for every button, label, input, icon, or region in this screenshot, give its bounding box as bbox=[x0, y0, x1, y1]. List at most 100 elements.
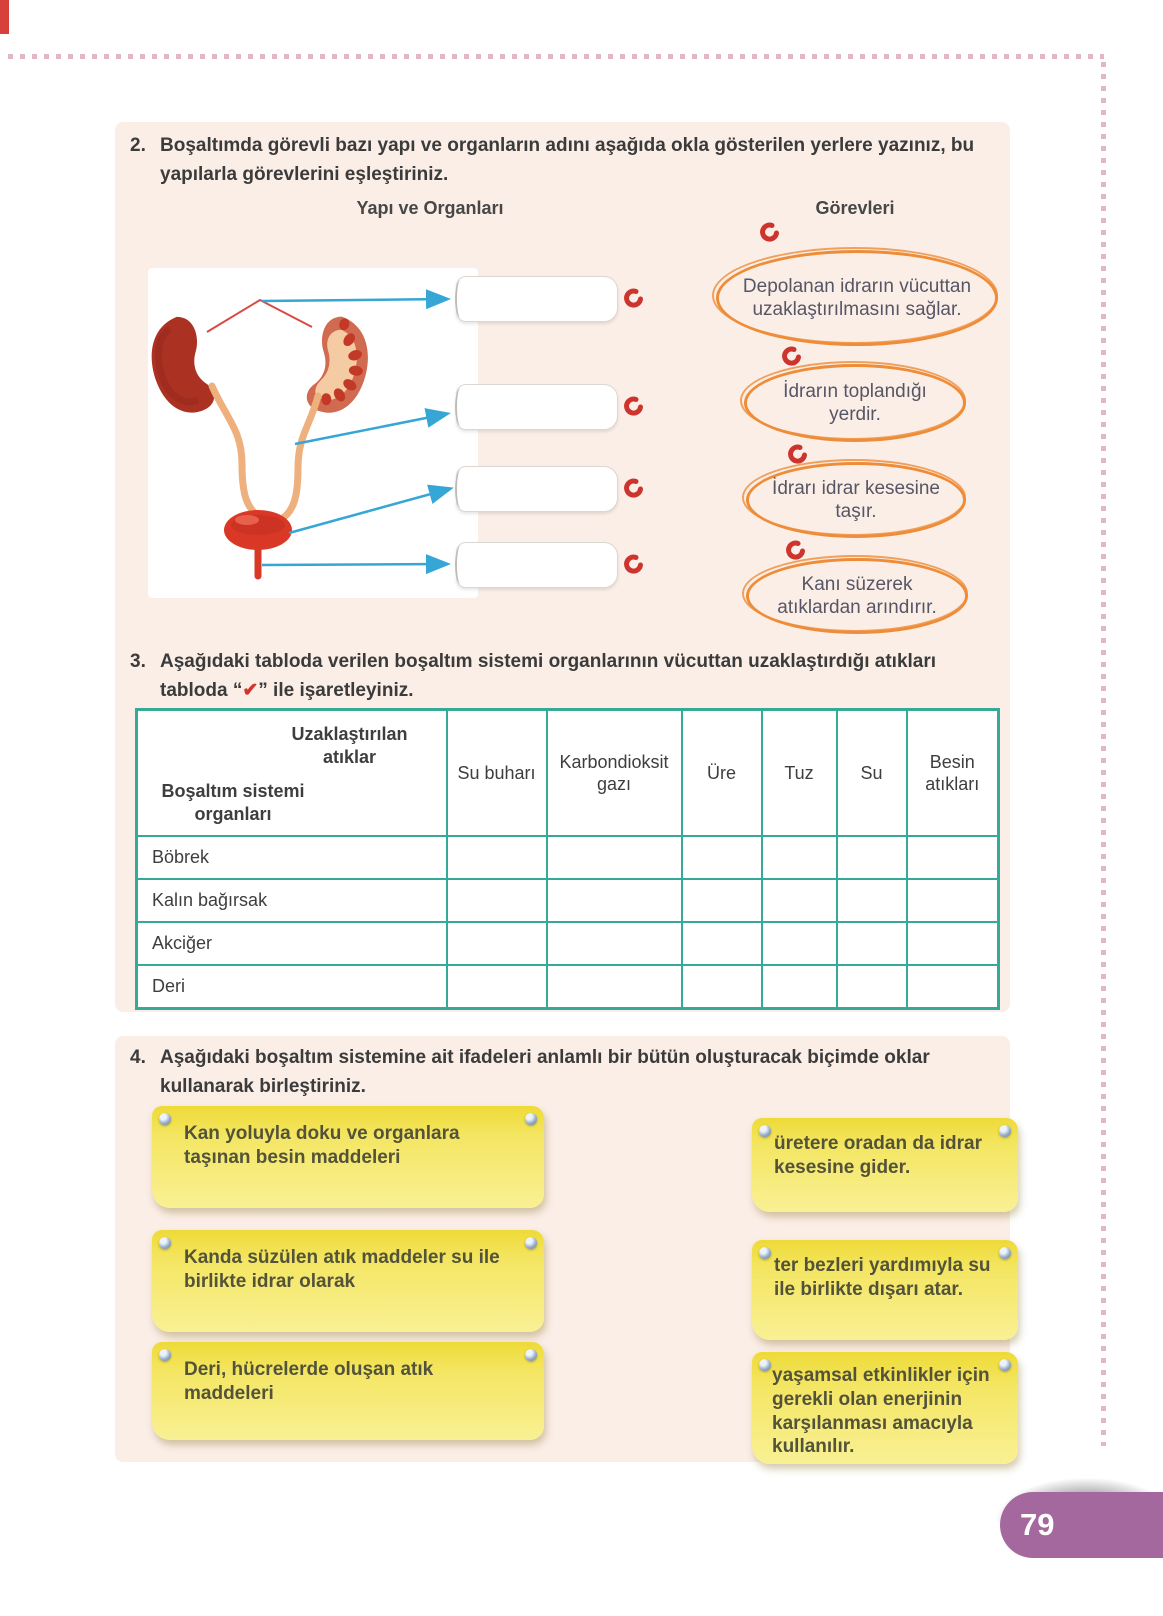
question-2-text: Boşaltımda görevli bazı yapı ve organlar… bbox=[160, 135, 975, 185]
check-cell[interactable] bbox=[545, 921, 683, 966]
check-cell[interactable] bbox=[680, 878, 763, 923]
swirl-bullet-icon bbox=[786, 540, 805, 560]
check-cell[interactable] bbox=[835, 921, 908, 966]
check-cell[interactable] bbox=[905, 835, 1000, 880]
note-text: Deri, hücrelerde oluşan atık maddeleri bbox=[184, 1359, 434, 1404]
check-cell[interactable] bbox=[545, 964, 683, 1010]
corner-label-removed-wastes: Uzaklaştırılan atıklar bbox=[291, 724, 408, 767]
pin-icon bbox=[999, 1125, 1011, 1137]
pin-icon bbox=[759, 1125, 771, 1137]
corner-label-excretory-organs: Boşaltım sistemi organları bbox=[161, 781, 305, 824]
waste-table: Uzaklaştırılan atıklar Boşaltım sistemi … bbox=[135, 708, 1000, 1010]
page-number: 79 bbox=[1020, 1507, 1055, 1542]
pin-icon bbox=[999, 1359, 1011, 1371]
pin-icon bbox=[159, 1349, 171, 1361]
task-text: İdrarı idrar kesesine taşır. bbox=[772, 477, 940, 522]
task-oval-1[interactable]: Depolanan idrarın vücuttan uzaklaştırılm… bbox=[712, 247, 998, 346]
question-2-number: 2. bbox=[130, 135, 146, 156]
tasks-column-header: Görevleri bbox=[815, 198, 895, 218]
column-header-ure: Üre bbox=[680, 708, 763, 837]
dotted-border-top bbox=[8, 54, 1104, 59]
task-oval-2[interactable]: İdrarın toplandığı yerdir. bbox=[740, 361, 966, 442]
sticky-note-left-2[interactable]: Kanda süzülen atık maddeler su ile birli… bbox=[152, 1230, 544, 1332]
check-cell[interactable] bbox=[545, 835, 683, 880]
sticky-note-right-2[interactable]: ter bezleri yardımıyla su ile birlikte d… bbox=[752, 1240, 1018, 1340]
dotted-border-right bbox=[1101, 62, 1106, 1446]
organ-answer-box-4[interactable] bbox=[455, 542, 618, 588]
urinary-system-illustration bbox=[151, 316, 368, 580]
question-4: 4. Aşağıdaki boşaltım sistemine ait ifad… bbox=[130, 1044, 1004, 1101]
task-oval-3[interactable]: İdrarı idrar kesesine taşır. bbox=[742, 459, 966, 538]
task-oval-4[interactable]: Kanı süzerek atıklardan arındırır. bbox=[742, 555, 968, 634]
note-text: Kanda süzülen atık maddeler su ile birli… bbox=[184, 1247, 500, 1292]
check-cell[interactable] bbox=[905, 964, 1000, 1010]
row-label-akciger: Akciğer bbox=[135, 921, 448, 966]
check-cell[interactable] bbox=[445, 964, 548, 1010]
pin-icon bbox=[759, 1247, 771, 1259]
pin-icon bbox=[525, 1237, 537, 1249]
task-text: Depolanan idrarın vücuttan uzaklaştırılm… bbox=[742, 275, 972, 320]
corner-mark bbox=[0, 0, 9, 34]
organ-answer-box-2[interactable] bbox=[455, 384, 618, 430]
check-cell[interactable] bbox=[905, 921, 1000, 966]
task-text: Kanı süzerek atıklardan arındırır. bbox=[777, 573, 937, 618]
column-header-tuz: Tuz bbox=[760, 708, 838, 837]
row-label-kalin-bagirsak: Kalın bağırsak bbox=[135, 878, 448, 923]
pin-icon bbox=[159, 1237, 171, 1249]
check-cell[interactable] bbox=[545, 878, 683, 923]
column-header-su: Su bbox=[835, 708, 908, 837]
organ-answer-box-3[interactable] bbox=[455, 466, 618, 512]
check-cell[interactable] bbox=[680, 964, 763, 1010]
swirl-bullet-icon bbox=[624, 554, 643, 574]
question-3-text-after: ” ile işaretleyiniz. bbox=[258, 679, 414, 701]
pin-icon bbox=[159, 1113, 171, 1125]
note-text: Kan yoluyla doku ve organlara taşınan be… bbox=[184, 1123, 460, 1168]
check-cell[interactable] bbox=[835, 964, 908, 1010]
swirl-bullet-icon bbox=[624, 288, 643, 308]
structures-column-header: Yapı ve Organları bbox=[356, 198, 504, 218]
check-mark-glyph: ✔ bbox=[242, 679, 259, 701]
question-3-text: Aşağıdaki tabloda verilen boşaltım siste… bbox=[160, 648, 1004, 705]
check-cell[interactable] bbox=[680, 921, 763, 966]
swirl-bullet-icon bbox=[760, 222, 779, 242]
question-4-number: 4. bbox=[130, 1047, 146, 1068]
check-cell[interactable] bbox=[445, 878, 548, 923]
column-header-su-buhari: Su buharı bbox=[445, 708, 548, 837]
check-cell[interactable] bbox=[445, 835, 548, 880]
pin-icon bbox=[759, 1359, 771, 1371]
question-4-text: Aşağıdaki boşaltım sistemine ait ifadele… bbox=[160, 1047, 930, 1097]
sticky-note-left-1[interactable]: Kan yoluyla doku ve organlara taşınan be… bbox=[152, 1106, 544, 1208]
pin-icon bbox=[999, 1247, 1011, 1259]
sticky-note-left-3[interactable]: Deri, hücrelerde oluşan atık maddeleri bbox=[152, 1342, 544, 1440]
check-cell[interactable] bbox=[760, 964, 838, 1010]
check-cell[interactable] bbox=[835, 878, 908, 923]
note-text: üretere oradan da idrar kesesine gider. bbox=[774, 1133, 983, 1178]
table-corner-cell: Uzaklaştırılan atıklar Boşaltım sistemi … bbox=[135, 708, 448, 837]
swirl-bullet-icon bbox=[624, 478, 643, 498]
swirl-bullet-icon bbox=[782, 346, 801, 366]
check-cell[interactable] bbox=[445, 921, 548, 966]
column-header-karbondioksit: Karbondioksit gazı bbox=[545, 708, 683, 837]
note-text: ter bezleri yardımıyla su ile birlikte d… bbox=[774, 1255, 991, 1300]
swirl-bullet-icon bbox=[788, 444, 807, 464]
check-cell[interactable] bbox=[760, 878, 838, 923]
page-number-band: 79 bbox=[1000, 1492, 1163, 1558]
check-cell[interactable] bbox=[835, 835, 908, 880]
check-cell[interactable] bbox=[760, 921, 838, 966]
column-header-besin-atiklari: Besin atıkları bbox=[905, 708, 1000, 837]
question-3-number: 3. bbox=[130, 651, 146, 672]
task-text: İdrarın toplandığı yerdir. bbox=[783, 380, 927, 425]
pin-icon bbox=[525, 1349, 537, 1361]
sticky-note-right-1[interactable]: üretere oradan da idrar kesesine gider. bbox=[752, 1118, 1018, 1212]
swirl-bullet-icon bbox=[624, 396, 643, 416]
sticky-note-right-3[interactable]: yaşamsal etkinlikler için gerekli olan e… bbox=[752, 1352, 1018, 1464]
question-3: 3. Aşağıdaki tabloda verilen boşaltım si… bbox=[130, 648, 1004, 705]
urinary-system-diagram bbox=[148, 268, 478, 598]
check-cell[interactable] bbox=[680, 835, 763, 880]
check-cell[interactable] bbox=[760, 835, 838, 880]
row-label-deri: Deri bbox=[135, 964, 448, 1010]
check-cell[interactable] bbox=[905, 878, 1000, 923]
note-text: yaşamsal etkinlikler için gerekli olan e… bbox=[772, 1365, 990, 1458]
organ-answer-box-1[interactable] bbox=[455, 276, 618, 322]
question-2: 2. Boşaltımda görevli bazı yapı ve organ… bbox=[130, 132, 1004, 189]
